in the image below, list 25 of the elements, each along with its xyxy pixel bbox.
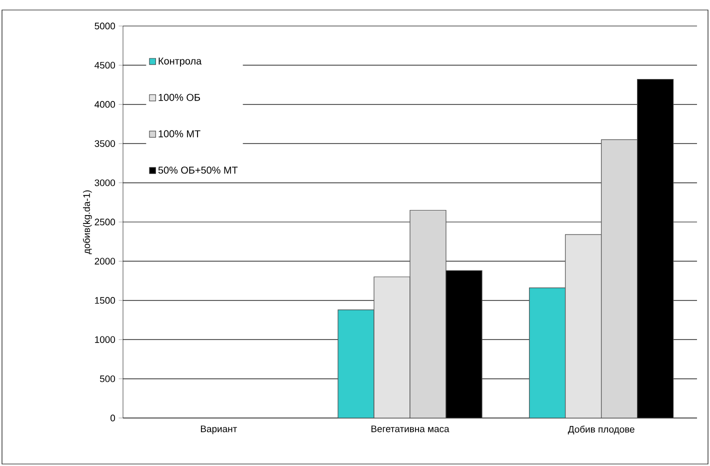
y-tick-label: 5000: [94, 22, 116, 30]
bar: [410, 210, 446, 418]
y-tick-label: 0: [110, 414, 116, 422]
bar: [529, 288, 566, 418]
x-tick-label: Добив плодове: [568, 426, 634, 434]
bar: [338, 310, 374, 418]
y-tick-label: 2000: [94, 258, 116, 265]
y-tick-label: 1500: [95, 297, 116, 304]
legend-label: 100% ОБ: [158, 94, 200, 101]
legend-label: 50% ОБ+50% МТ: [158, 166, 238, 174]
y-axis-title: добив(kg.da-1): [82, 190, 92, 254]
x-tick-label: Вегетативна маса: [371, 426, 450, 432]
legend-label: Контрола: [158, 58, 202, 67]
x-tick-label: Вариант: [200, 426, 237, 434]
bar: [374, 276, 410, 418]
y-tick-label: 4500: [94, 62, 116, 69]
legend-label: 100% МТ: [158, 130, 200, 138]
y-tick-label: 3000: [94, 179, 116, 186]
y-tick-label: 1000: [95, 336, 116, 343]
bar: [565, 234, 602, 418]
y-tick-label: 3500: [94, 140, 116, 147]
y-tick-label: 2500: [94, 218, 116, 226]
y-tick-label: 4000: [94, 101, 116, 108]
y-tick-label: 500: [100, 375, 116, 382]
bar: [601, 139, 638, 418]
